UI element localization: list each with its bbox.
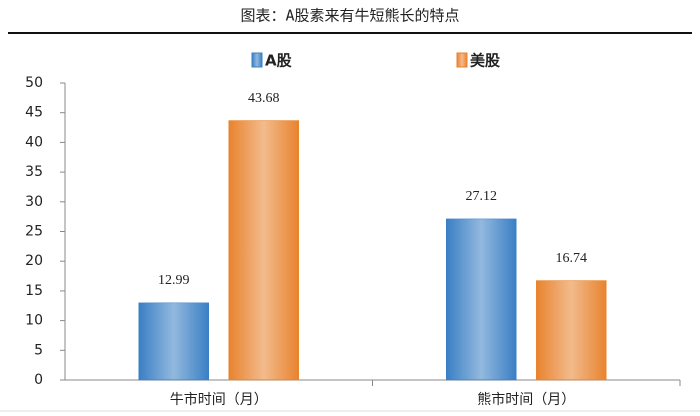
bar: [228, 120, 299, 381]
legend-swatch: [251, 52, 263, 68]
value-label: 12.99: [158, 273, 190, 288]
value-label: 43.68: [248, 91, 280, 106]
y-tick-label: 35: [25, 164, 43, 180]
y-tick-label: 40: [25, 134, 43, 150]
bar: [138, 302, 209, 381]
y-tick-label: 10: [25, 313, 43, 329]
y-tick-label: 30: [25, 194, 43, 210]
y-tick-label: 50: [25, 75, 43, 91]
y-tick-label: 20: [25, 253, 43, 269]
x-tick-label: 牛市时间（月）: [170, 391, 268, 408]
y-tick-label: 25: [25, 224, 43, 240]
y-tick-label: 15: [25, 283, 43, 299]
legend-swatch: [456, 52, 468, 68]
y-tick-label: 45: [25, 105, 43, 121]
legend-label: A股: [265, 52, 293, 70]
y-tick-label: 0: [34, 372, 43, 388]
value-label: 27.12: [466, 189, 498, 204]
x-tick-label: 熊市时间（月）: [477, 391, 575, 408]
legend-label: 美股: [470, 52, 501, 70]
value-label: 16.74: [556, 251, 588, 266]
y-tick-label: 5: [34, 342, 43, 358]
bar: [446, 218, 517, 381]
chart-title: 图表：A股素来有牛短熊长的特点: [240, 7, 459, 25]
bar: [536, 280, 607, 381]
